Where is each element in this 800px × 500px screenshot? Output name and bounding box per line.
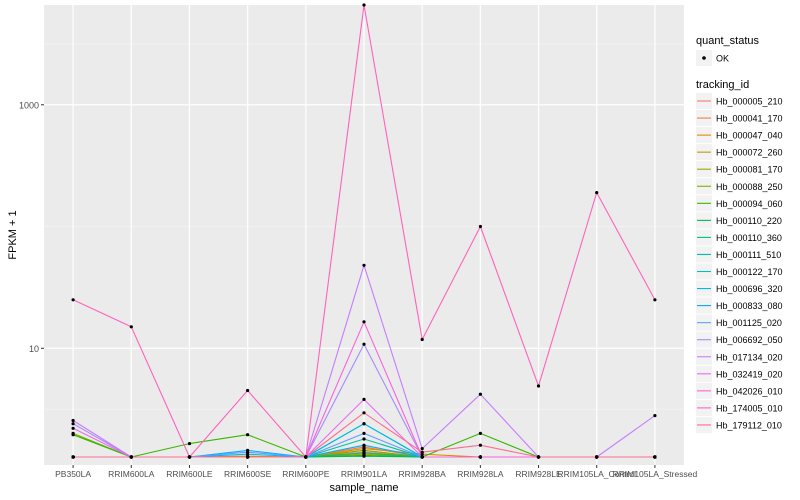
data-point	[362, 437, 366, 441]
data-point	[420, 447, 424, 451]
x-tick-label: RRIM600LA	[108, 469, 155, 479]
legend-series-label: Hb_000094_060	[716, 199, 783, 209]
data-point	[653, 414, 657, 418]
legend-quant-marker	[702, 56, 706, 60]
data-point	[304, 455, 308, 459]
x-axis: PB350LA RRIM600LA RRIM600LE RRIM600SE RRIM60…	[55, 465, 697, 479]
legend-series-label: Hb_000122_170	[716, 267, 783, 277]
legend-series-label: Hb_000111_510	[716, 250, 781, 260]
data-point	[71, 422, 75, 426]
data-point	[478, 455, 482, 459]
data-point	[536, 455, 541, 459]
legend-series-label: Hb_000005_210	[716, 97, 783, 107]
legend: quant_status OK tracking_id Hb_000005_21…	[696, 35, 783, 433]
x-tick-label: RRIM928LA	[457, 469, 504, 479]
data-point	[362, 448, 366, 452]
legend-series-label: Hb_000081_170	[716, 165, 783, 175]
data-point	[71, 426, 75, 430]
legend-series-label: Hb_000110_360	[716, 233, 782, 243]
data-point	[362, 411, 366, 415]
data-point	[246, 433, 250, 437]
legend-series-label: Hb_179112_010	[716, 420, 782, 430]
grid-major	[44, 5, 684, 465]
legend-series-label: Hb_017134_020	[716, 352, 783, 362]
data-point	[187, 455, 192, 459]
data-point	[71, 433, 75, 437]
data-point	[129, 455, 133, 459]
x-tick-label: RRIM928LE	[515, 469, 562, 479]
x-tick-label: RRIM600SE	[224, 469, 272, 479]
data-point	[362, 3, 366, 7]
legend-series-label: Hb_006692_050	[716, 335, 783, 345]
x-axis-label: sample_name	[329, 482, 398, 494]
legend-series-label: Hb_000110_220	[716, 216, 782, 226]
legend-series-label: Hb_000833_080	[716, 301, 783, 311]
series-points	[71, 3, 657, 459]
data-point	[478, 431, 482, 435]
data-point	[362, 422, 366, 426]
data-point	[478, 443, 482, 447]
data-point	[653, 298, 657, 302]
data-point	[362, 431, 366, 435]
legend-quant-entries: OK	[696, 50, 729, 66]
x-tick-label: RRIM105LA_Stressed	[613, 469, 698, 479]
data-point	[362, 451, 366, 455]
data-point	[71, 298, 75, 302]
data-point	[246, 388, 250, 393]
data-point	[362, 397, 366, 401]
data-point	[595, 191, 599, 195]
x-tick-label: RRIM600LE	[166, 469, 213, 479]
legend-quant-label: OK	[716, 54, 729, 64]
legend-series-label: Hb_001125_020	[716, 318, 782, 328]
legend-series-label: Hb_042026_010	[716, 386, 783, 396]
data-point	[653, 455, 657, 459]
data-point	[420, 337, 424, 342]
data-point	[420, 450, 424, 454]
data-point	[478, 392, 482, 396]
legend-series-label: Hb_000041_170	[716, 114, 783, 124]
x-tick-label: PB350LA	[55, 469, 91, 479]
legend-series-label: Hb_000696_320	[716, 284, 783, 294]
x-tick-label: RRIM901LA	[341, 469, 388, 479]
data-point	[362, 320, 366, 324]
data-point	[362, 342, 366, 346]
data-point	[246, 450, 250, 454]
data-point	[71, 455, 75, 459]
x-tick-label: RRIM928BA	[399, 469, 447, 479]
y-tick-label: 10	[29, 344, 39, 354]
data-point	[187, 442, 192, 446]
y-tick-label: 1000	[19, 100, 39, 110]
legend-series-label: Hb_000047_040	[716, 131, 783, 141]
legend-series-entries: Hb_000005_210 Hb_000041_170 Hb_000047_040 H…	[696, 93, 783, 433]
data-point	[595, 455, 599, 459]
y-axis: 10 1000	[19, 100, 44, 354]
data-point	[478, 224, 482, 229]
data-point	[536, 384, 541, 388]
data-point	[420, 455, 424, 459]
data-point	[362, 454, 366, 458]
legend-series-label: Hb_174005_010	[716, 403, 783, 413]
data-point	[71, 418, 75, 423]
data-point	[246, 455, 250, 459]
y-axis-label: FPKM + 1	[7, 210, 19, 259]
legend-series-label: Hb_000072_260	[716, 148, 783, 158]
x-tick-label: RRIM105LA_Control	[558, 469, 637, 479]
legend-tracking-title: tracking_id	[696, 79, 749, 91]
data-point	[129, 325, 133, 329]
x-tick-label: RRIM600PE	[282, 469, 330, 479]
data-point	[362, 443, 366, 447]
data-point	[362, 263, 366, 267]
legend-series-label: Hb_000088_250	[716, 182, 783, 192]
legend-quant-title: quant_status	[696, 35, 759, 47]
legend-series-label: Hb_032419_020	[716, 369, 783, 379]
